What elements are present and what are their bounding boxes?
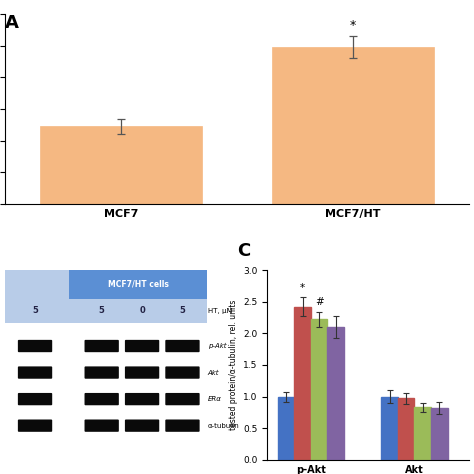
Bar (431, 408, 447, 460)
Text: *: * (300, 283, 305, 293)
FancyBboxPatch shape (165, 340, 200, 352)
FancyBboxPatch shape (18, 366, 52, 379)
Bar (398, 399, 414, 460)
FancyBboxPatch shape (84, 340, 119, 352)
FancyBboxPatch shape (84, 366, 119, 379)
Text: HT, μM: HT, μM (208, 308, 232, 314)
FancyBboxPatch shape (165, 366, 200, 379)
Text: ERα: ERα (208, 396, 221, 402)
FancyBboxPatch shape (18, 393, 52, 405)
Text: 5: 5 (180, 307, 185, 315)
FancyBboxPatch shape (5, 270, 207, 323)
FancyBboxPatch shape (125, 419, 159, 432)
Bar (294, 307, 311, 460)
Bar (40, 127, 202, 204)
FancyBboxPatch shape (69, 270, 207, 299)
Text: 5: 5 (32, 307, 38, 315)
FancyBboxPatch shape (165, 393, 200, 405)
Bar (328, 327, 344, 460)
Bar (414, 407, 431, 460)
FancyBboxPatch shape (165, 419, 200, 432)
FancyBboxPatch shape (18, 340, 52, 352)
Text: Akt: Akt (208, 370, 219, 375)
Text: 0: 0 (139, 307, 145, 315)
Text: α-tubulin: α-tubulin (208, 423, 239, 428)
FancyBboxPatch shape (125, 340, 159, 352)
FancyBboxPatch shape (125, 366, 159, 379)
Text: 5: 5 (99, 307, 105, 315)
FancyBboxPatch shape (125, 393, 159, 405)
Y-axis label: tested protein/α-tubulin, rel. units: tested protein/α-tubulin, rel. units (228, 300, 237, 430)
Text: A: A (5, 14, 18, 32)
Text: *: * (350, 19, 356, 32)
Bar (381, 397, 398, 460)
Text: p-Akt: p-Akt (208, 343, 226, 349)
FancyBboxPatch shape (84, 419, 119, 432)
FancyBboxPatch shape (18, 419, 52, 432)
Text: C: C (237, 242, 250, 260)
Bar (311, 319, 328, 460)
FancyBboxPatch shape (84, 393, 119, 405)
Bar (272, 47, 434, 204)
Text: #: # (315, 298, 323, 308)
Bar (278, 397, 294, 460)
Text: MCF7/HT cells: MCF7/HT cells (108, 280, 168, 289)
